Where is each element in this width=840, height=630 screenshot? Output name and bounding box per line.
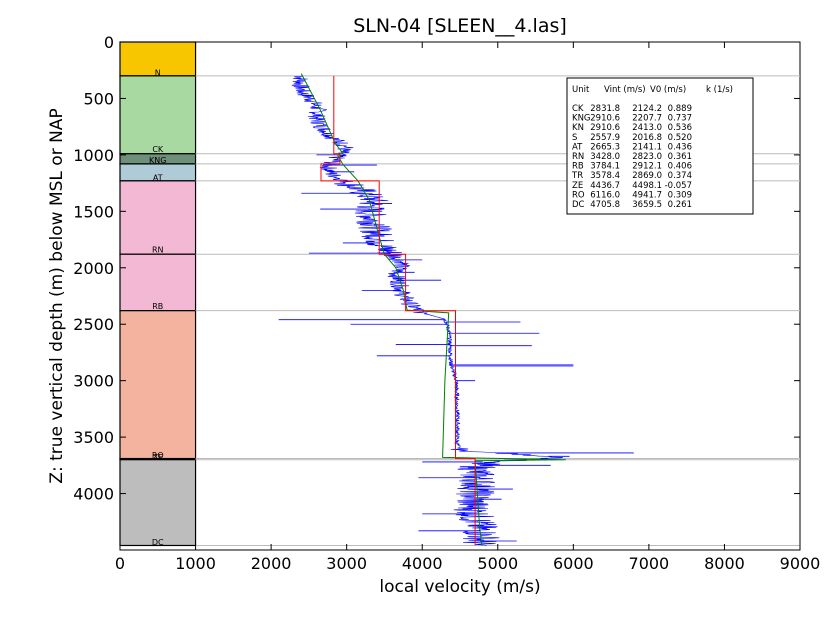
- y-tick-label: 1000: [73, 146, 114, 165]
- x-tick-label: 5000: [477, 554, 518, 573]
- legend-cell: 2910.6: [590, 123, 620, 133]
- unit-label-rb: RB: [152, 302, 163, 311]
- velocity-spikes: [278, 154, 634, 542]
- unit-label-kng: KNG: [149, 156, 166, 165]
- y-tick-label: 1500: [73, 202, 114, 221]
- legend-cell: 2665.3: [590, 142, 620, 152]
- legend-cell: 4498.1: [632, 181, 662, 191]
- legend-box: [566, 77, 754, 215]
- y-tick-label: 3000: [73, 372, 114, 391]
- legend-cell: AT: [572, 142, 583, 152]
- legend-header: Vint (m/s): [604, 85, 646, 95]
- x-tick-label: 7000: [629, 554, 670, 573]
- legend-cell: -0.057: [665, 181, 692, 191]
- legend-cell: 2869.0: [632, 171, 662, 181]
- legend-cell: KN: [572, 123, 584, 133]
- y-tick-label: 0: [104, 33, 114, 52]
- unit-block-ro: [119, 310, 197, 460]
- legend-cell: 0.374: [668, 171, 692, 181]
- legend-cell: 2413.0: [632, 123, 662, 133]
- legend-cell: 4705.8: [590, 200, 620, 210]
- x-tick-label: 4000: [402, 554, 443, 573]
- legend-cell: S: [572, 133, 577, 143]
- legend-cell: 2124.2: [632, 104, 662, 114]
- y-tick-label: 3500: [73, 428, 114, 447]
- legend-cell: 2823.0: [632, 152, 662, 162]
- legend-cell: 2831.8: [590, 104, 620, 114]
- legend-cell: 4436.7: [590, 181, 620, 191]
- legend-cell: ZE: [572, 181, 583, 191]
- unit-label-rn: RN: [152, 246, 164, 255]
- legend-cell: KNG: [572, 114, 591, 124]
- unit-block-n: [119, 41, 197, 77]
- legend-header: k (1/s): [706, 85, 733, 95]
- legend-cell: 0.536: [668, 123, 692, 133]
- legend-header: V0 (m/s): [650, 85, 686, 95]
- legend-cell: 2557.9: [590, 133, 620, 143]
- legend-cell: 0.261: [668, 200, 692, 210]
- legend-cell: 2912.1: [632, 162, 662, 172]
- x-axis-label: local velocity (m/s): [379, 577, 540, 597]
- y-tick-label: 2500: [73, 315, 114, 334]
- legend-cell: CK: [572, 104, 584, 114]
- unit-label-at: AT: [153, 173, 163, 182]
- y-tick-label: 500: [83, 89, 114, 108]
- y-tick-label: 2000: [73, 259, 114, 278]
- legend-cell: RN: [572, 152, 584, 162]
- unit-label-n: N: [155, 68, 161, 77]
- unit-label-ro: RO: [152, 451, 164, 460]
- x-tick-label: 9000: [780, 554, 821, 573]
- x-tick-label: 2000: [251, 554, 292, 573]
- y-axis-label: Z: true vertical depth (m) below MSL or …: [47, 108, 67, 483]
- x-tick-label: 3000: [326, 554, 367, 573]
- legend-cell: RO: [572, 190, 585, 200]
- y-tick-label: 4000: [73, 485, 114, 504]
- legend-cell: 0.406: [668, 162, 692, 172]
- x-tick-label: 1000: [175, 554, 216, 573]
- y-axis-ticks: 0 500 1000 1500 2000 2500 3000 3500 4000: [73, 33, 800, 504]
- velocity-series: [291, 73, 566, 546]
- legend-cell: 3784.1: [590, 162, 620, 172]
- unit-label-ze: ZE: [153, 453, 164, 462]
- legend-cell: 0.309: [668, 190, 692, 200]
- velocity-legend: Unit Vint (m/s) V0 (m/s) k (1/s) CK 2831.8 212…: [566, 77, 754, 215]
- x-tick-label: 0: [115, 554, 125, 573]
- legend-cell: 0.436: [668, 142, 692, 152]
- x-tick-label: 6000: [553, 554, 594, 573]
- legend-cell: 3578.4: [590, 171, 620, 181]
- unit-label-dc: DC: [152, 538, 164, 547]
- legend-cell: 3428.0: [590, 152, 620, 162]
- legend-cell: TR: [571, 171, 583, 181]
- x-tick-label: 8000: [704, 554, 745, 573]
- legend-cell: RB: [572, 162, 584, 172]
- legend-cell: 0.361: [668, 152, 692, 162]
- x-axis-ticks: 0 1000 2000 3000 4000 5000 6000 7000 8000 9000: [115, 42, 820, 573]
- unit-block-rn: [119, 180, 197, 255]
- unit-label-ck: CK: [152, 145, 164, 154]
- legend-cell: 3659.5: [632, 200, 662, 210]
- legend-cell: 0.889: [668, 104, 692, 114]
- legend-cell: DC: [572, 200, 585, 210]
- legend-cell: 2910.6: [590, 114, 620, 124]
- interval-velocity-red: [320, 75, 476, 546]
- legend-cell: 0.520: [668, 133, 692, 143]
- legend-cell: 4941.7: [632, 190, 662, 200]
- chart-title: SLN-04 [SLEEN__4.las]: [353, 15, 567, 37]
- legend-header: Unit: [572, 85, 590, 95]
- legend-cell: 2016.8: [632, 133, 662, 143]
- unit-block-ck: [119, 75, 197, 155]
- legend-cell: 2207.7: [632, 114, 662, 124]
- legend-cell: 6116.0: [590, 190, 620, 200]
- legend-cell: 0.737: [668, 114, 692, 124]
- legend-cell: 2141.1: [632, 142, 662, 152]
- unit-block-dc: [119, 459, 197, 547]
- trend-line-green: [300, 73, 566, 546]
